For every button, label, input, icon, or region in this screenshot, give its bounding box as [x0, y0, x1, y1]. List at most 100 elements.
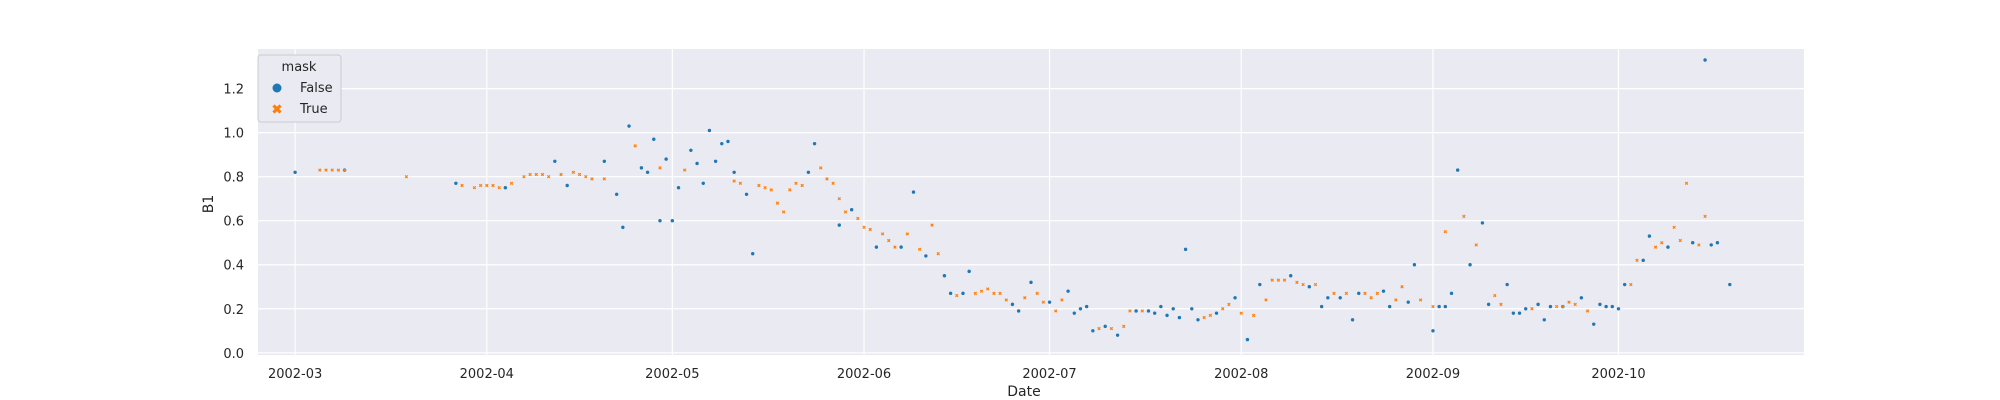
data-point: [1369, 296, 1373, 300]
data-point: [985, 287, 990, 291]
data-point: [1245, 337, 1250, 342]
data-point: [942, 274, 947, 278]
series-false: [293, 58, 1732, 342]
data-point: [1239, 311, 1243, 315]
data-point: [1196, 318, 1200, 322]
data-point: [621, 225, 625, 230]
data-point: [404, 174, 409, 179]
data-point: [336, 168, 341, 172]
data-point: [1616, 307, 1621, 311]
data-point: [1468, 263, 1472, 267]
data-point: [1010, 302, 1015, 307]
data-point: [744, 192, 749, 196]
data-point: [1647, 234, 1652, 238]
data-point: [1295, 280, 1299, 285]
data-point: [874, 245, 879, 249]
data-point: [1653, 245, 1658, 249]
data-point: [701, 181, 705, 185]
data-point: [849, 208, 854, 212]
x-tick-label: 2002-04: [460, 367, 514, 382]
data-point: [1548, 304, 1553, 309]
data-point: [1554, 304, 1559, 309]
x-tick-label: 2002-09: [1406, 367, 1460, 382]
data-point: [553, 159, 557, 163]
data-point: [819, 166, 823, 170]
data-point: [1165, 313, 1169, 318]
data-point: [1449, 291, 1454, 296]
data-point: [1319, 304, 1324, 309]
data-point: [1542, 318, 1546, 322]
data-point: [806, 170, 811, 174]
data-points: [293, 58, 1732, 342]
data-point: [1666, 245, 1670, 249]
data-point: [1313, 282, 1318, 287]
data-point: [856, 216, 860, 221]
data-point: [738, 181, 743, 186]
data-point: [1406, 300, 1410, 304]
data-point: [1214, 311, 1219, 315]
data-point: [1505, 282, 1509, 287]
data-point: [658, 166, 662, 170]
data-point: [1703, 214, 1707, 219]
series-true: [318, 144, 1707, 331]
y-tick-label: 0.0: [223, 347, 244, 362]
data-point: [1338, 296, 1342, 300]
data-point: [633, 144, 637, 148]
data-point: [1202, 315, 1206, 320]
data-point: [837, 223, 841, 227]
plot-area: [258, 49, 1804, 355]
data-point: [1344, 291, 1349, 296]
data-point: [559, 172, 563, 177]
data-point: [1394, 298, 1398, 302]
data-point: [1016, 309, 1021, 313]
y-gridlines: [258, 88, 1804, 354]
data-point: [936, 252, 940, 256]
data-point: [843, 210, 848, 214]
data-point: [1499, 302, 1503, 307]
data-point: [911, 190, 916, 194]
data-point: [1084, 304, 1089, 309]
data-point: [1072, 311, 1076, 315]
data-point: [342, 168, 347, 172]
data-point: [682, 168, 687, 172]
data-point: [1604, 304, 1608, 309]
data-point: [812, 141, 817, 146]
data-point: [1122, 324, 1126, 329]
data-point: [1357, 291, 1361, 296]
legend-true-marker: [272, 104, 282, 114]
data-point: [788, 188, 792, 192]
data-point: [645, 170, 650, 174]
data-point: [1035, 291, 1039, 296]
data-point: [732, 179, 736, 183]
data-point: [1598, 302, 1602, 307]
legend-false-marker: [272, 83, 282, 93]
data-point: [565, 183, 569, 188]
data-point: [1703, 58, 1707, 62]
data-point: [602, 159, 607, 163]
data-point: [1282, 278, 1287, 282]
data-point: [689, 148, 693, 152]
data-point: [1486, 302, 1491, 307]
data-point: [1146, 309, 1151, 313]
data-point: [1258, 282, 1262, 287]
data-point: [1140, 309, 1145, 313]
data-point: [757, 183, 761, 188]
data-point: [1060, 298, 1064, 302]
data-point: [1190, 307, 1194, 311]
data-point: [1251, 313, 1256, 318]
data-point: [1697, 243, 1701, 247]
data-point: [1660, 241, 1664, 245]
data-point: [664, 157, 668, 161]
data-point: [1610, 304, 1614, 309]
data-point: [1579, 296, 1584, 300]
data-point: [1047, 300, 1052, 304]
data-point: [1443, 230, 1448, 234]
data-point: [1709, 243, 1713, 247]
x-tick-label: 2002-03: [268, 367, 322, 382]
y-tick-label: 1.0: [223, 127, 244, 142]
data-point: [1375, 291, 1380, 296]
data-point: [948, 291, 953, 296]
data-point: [1715, 241, 1720, 245]
data-point: [930, 223, 934, 227]
data-point: [1109, 326, 1114, 331]
